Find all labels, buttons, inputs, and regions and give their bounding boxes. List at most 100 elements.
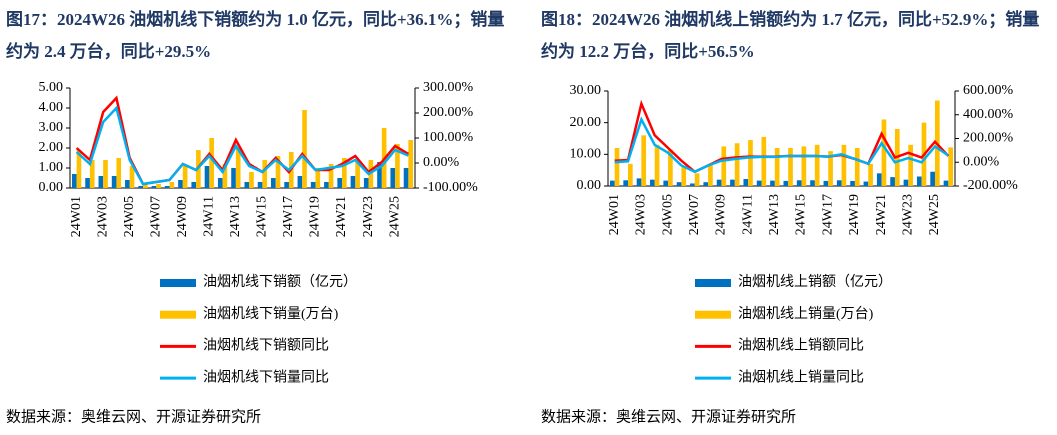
bar (350, 176, 356, 188)
x-tick-label: 24W05 (660, 194, 675, 235)
chart-title: 图17：2024W26 油烟机线下销额约为 1.0 亿元，同比+36.1%；销量… (6, 10, 505, 61)
bar (89, 160, 95, 188)
bar (129, 166, 135, 188)
bar (850, 180, 855, 186)
bar (761, 136, 767, 186)
bar (796, 180, 802, 186)
bar (142, 184, 148, 188)
y-tick-label: 30.00 (570, 83, 602, 98)
legend-swatch (695, 310, 731, 319)
bar (235, 148, 241, 188)
y-tick-label: 1.00 (39, 160, 64, 175)
legend-label: 油烟机线下销额（亿元） (203, 274, 357, 290)
bar (116, 158, 122, 188)
bar (916, 176, 922, 186)
line-series (75, 105, 409, 186)
bar (721, 146, 727, 186)
bar (342, 158, 347, 188)
bar (810, 180, 815, 186)
y2-tick-label: 0.00% (423, 155, 460, 170)
x-tick-label: 24W07 (148, 196, 163, 237)
y2-tick-label: 400.00% (963, 107, 1014, 122)
bar (395, 144, 400, 188)
bar (204, 166, 210, 188)
bar (774, 148, 780, 186)
x-tick-label: 24W23 (361, 196, 376, 237)
y-tick-label: 3.00 (39, 120, 64, 135)
bar (703, 182, 709, 186)
bar (275, 156, 281, 188)
bar (310, 182, 316, 188)
bar (328, 164, 334, 188)
x-tick-label: 24W13 (228, 196, 243, 237)
legend-label: 油烟机线上销量同比 (738, 369, 864, 385)
bar (770, 180, 775, 186)
x-tick-label: 24W11 (740, 194, 755, 235)
x-tick-label: 24W13 (767, 194, 782, 235)
bar (836, 180, 842, 186)
bar (628, 163, 633, 186)
bar (408, 140, 414, 188)
bar (71, 174, 77, 188)
bar (854, 148, 860, 186)
bar (151, 186, 157, 188)
bar (231, 168, 236, 188)
bar (390, 168, 396, 188)
bar (209, 138, 214, 188)
bar (363, 178, 369, 188)
bar (841, 144, 847, 186)
x-tick-label: 24W15 (794, 194, 809, 235)
bar (948, 147, 953, 186)
bar (814, 144, 820, 186)
bar (788, 148, 793, 186)
bar (823, 180, 829, 186)
y-tick-label: 20.00 (570, 115, 602, 130)
legend-label: 油烟机线上销量(万台) (738, 306, 874, 322)
bar (801, 146, 807, 186)
bar (756, 180, 762, 186)
legend-label: 油烟机线下销量同比 (203, 369, 329, 385)
x-tick-label: 24W11 (202, 196, 217, 237)
bar (377, 162, 382, 188)
bar (654, 144, 660, 186)
x-tick-label: 24W01 (69, 196, 84, 237)
bar (403, 168, 409, 188)
bar (863, 181, 869, 186)
bar (636, 178, 642, 186)
y2-tick-label: 200.00% (963, 131, 1014, 146)
x-tick-label: 24W05 (122, 196, 137, 237)
x-tick-label: 24W15 (255, 196, 270, 237)
x-tick-label: 24W21 (874, 194, 889, 235)
x-tick-label: 24W01 (607, 194, 622, 235)
bar (169, 182, 175, 188)
bar (676, 182, 682, 186)
bar (694, 173, 700, 186)
y2-tick-label: 0.00% (963, 154, 1000, 169)
bar (217, 178, 223, 188)
bar (908, 144, 913, 186)
bar (85, 178, 90, 188)
bar (903, 179, 909, 186)
bar (103, 160, 108, 188)
y2-tick-label: 200.00% (423, 105, 474, 120)
bar (881, 119, 887, 186)
bar (876, 173, 882, 186)
bar (930, 171, 935, 186)
bar (943, 180, 949, 186)
bar (743, 179, 749, 186)
bar (890, 177, 895, 186)
bar (156, 184, 161, 188)
x-tick-label: 24W03 (634, 194, 649, 235)
bar (690, 183, 695, 186)
bar (125, 180, 130, 188)
y-tick-label: 0.00 (577, 178, 602, 193)
legend-label: 油烟机线上销额同比 (738, 338, 864, 354)
bar (623, 180, 629, 186)
bar (668, 149, 673, 186)
y2-tick-label: 100.00% (423, 130, 474, 145)
bar (730, 179, 735, 186)
y2-tick-label: 300.00% (423, 80, 474, 95)
y-tick-label: 10.00 (570, 147, 602, 162)
bar (222, 164, 228, 188)
